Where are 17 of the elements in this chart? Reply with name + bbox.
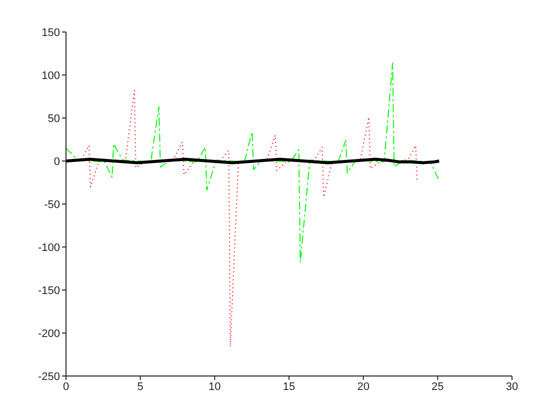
x-tick-label: 15 [282, 380, 296, 393]
x-tick-label: 10 [208, 380, 221, 393]
y-tick-label: -100 [38, 242, 60, 254]
y-tick-label: -150 [38, 284, 60, 297]
y-tick-label: -200 [38, 328, 60, 340]
x-tick-label: 30 [506, 380, 518, 393]
x-tick-label: 20 [357, 380, 370, 393]
x-tick-label: 0 [62, 380, 70, 393]
y-tick-label: -250 [38, 370, 60, 383]
y-tick-label: 150 [42, 26, 60, 39]
y-tick-label: 0 [54, 156, 60, 168]
x-tick-label: 5 [137, 380, 144, 393]
y-tick-label: 100 [42, 70, 60, 82]
x-tick-label: 25 [432, 380, 444, 393]
y-tick-label: -50 [44, 198, 60, 211]
line-series [66, 62, 440, 263]
y-tick-label: 50 [48, 112, 60, 125]
